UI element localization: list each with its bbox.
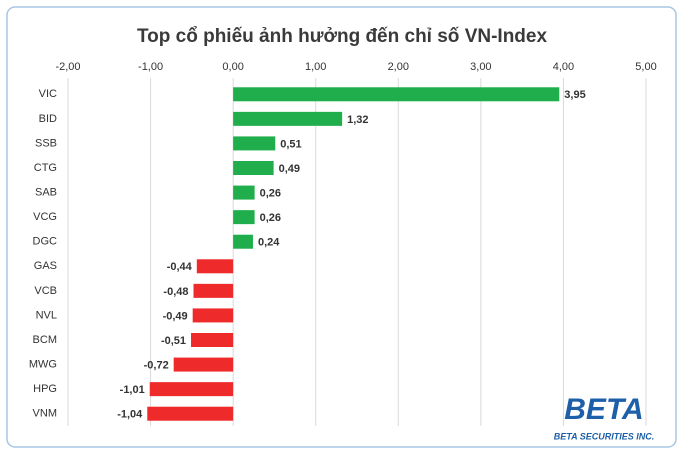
bar (173, 357, 234, 372)
bar (233, 210, 255, 225)
y-tick-label: BCM (33, 334, 57, 346)
bar (192, 308, 234, 323)
y-tick-label: CTG (34, 162, 57, 174)
y-tick-label: BID (39, 113, 57, 125)
data-label: 0,24 (258, 237, 280, 249)
bar (233, 111, 343, 126)
data-label: -1,04 (117, 409, 143, 421)
bar (233, 136, 276, 151)
data-label: -0,49 (163, 310, 188, 322)
logo-name: BETA (564, 393, 643, 426)
x-tick-label: 3,00 (470, 61, 491, 73)
data-label: -0,72 (144, 359, 169, 371)
bar (196, 259, 234, 274)
bar (233, 161, 274, 175)
data-label: 3,95 (564, 89, 585, 101)
y-tick-label: SAB (35, 186, 57, 198)
data-label: 0,26 (260, 187, 281, 199)
data-label: -0,44 (167, 261, 193, 273)
y-tick-label: SSB (35, 137, 57, 149)
data-label: 1,32 (347, 114, 368, 126)
chart-title: Top cổ phiếu ảnh hưởng đến chỉ số VN-Ind… (137, 26, 548, 47)
bar (147, 406, 234, 421)
bar (149, 382, 234, 397)
y-tick-label: VCB (34, 285, 57, 297)
y-tick-label: MWG (29, 358, 57, 370)
x-tick-label: 0,00 (222, 61, 243, 73)
y-tick-label: GAS (34, 260, 57, 272)
x-tick-label: 4,00 (553, 61, 574, 73)
x-tick-label: -2,00 (55, 61, 80, 73)
x-tick-label: 2,00 (388, 61, 409, 73)
bar (193, 283, 234, 298)
data-label: -0,51 (161, 335, 186, 347)
y-tick-label: HPG (33, 383, 57, 395)
x-tick-label: 1,00 (305, 61, 326, 73)
bar (233, 87, 560, 102)
data-label: -1,01 (120, 384, 145, 396)
bar (191, 333, 234, 347)
y-tick-label: VNM (33, 408, 57, 420)
bar (233, 185, 255, 200)
y-tick-label: NVL (36, 309, 57, 321)
data-label: 0,49 (279, 163, 300, 175)
chart-frame (6, 6, 677, 448)
y-tick-label: VCG (33, 211, 57, 223)
x-tick-label: -1,00 (138, 61, 163, 73)
y-tick-label: DGC (33, 236, 58, 248)
data-label: 0,51 (280, 138, 301, 150)
logo-subtitle: BETA SECURITIES INC. (554, 431, 655, 441)
data-label: -0,48 (163, 286, 188, 298)
x-tick-label: 5,00 (635, 61, 656, 73)
data-label: 0,26 (260, 212, 281, 224)
y-tick-label: VIC (39, 88, 57, 100)
bar (233, 234, 253, 249)
